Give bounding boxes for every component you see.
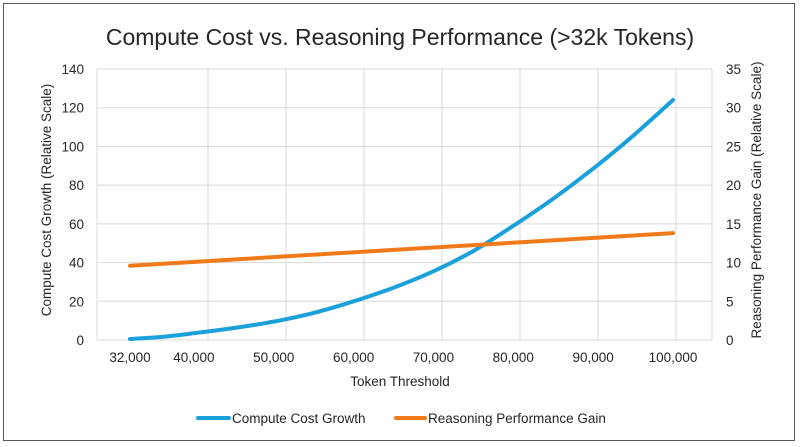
series-line-compute-cost-growth (128, 98, 675, 341)
y-right-tick-label: 30 (726, 101, 741, 116)
x-tick-label: 70,000 (413, 350, 454, 365)
y-left-tick-label: 40 (69, 256, 84, 271)
y-left-tick-label: 0 (76, 333, 84, 348)
legend: Compute Cost Growth Reasoning Performance… (196, 411, 606, 426)
x-tick-label: 60,000 (333, 350, 374, 365)
x-tick-label: 80,000 (493, 350, 534, 365)
x-tick-label: 50,000 (253, 350, 294, 365)
chart-frame (3, 3, 795, 441)
y-left-axis-title: Compute Cost Growth (Relative Scale) (39, 84, 54, 317)
legend-label-compute-cost-growth: Compute Cost Growth (232, 411, 366, 426)
x-tick-label: 90,000 (572, 350, 613, 365)
legend-label-reasoning-performance-gain: Reasoning Performance Gain (428, 411, 606, 426)
y-left-tick-label: 120 (61, 101, 84, 116)
y-right-tick-label: 15 (726, 217, 741, 232)
x-tick-label: 32,000 (109, 350, 150, 365)
grid (96, 68, 713, 341)
y-left-tick-label: 80 (69, 178, 84, 193)
x-tick-label: 40,000 (173, 350, 214, 365)
y-left-tick-label: 100 (61, 139, 84, 154)
y-left-axis-ticks: 0 20 40 60 80 100 120 140 (61, 62, 84, 348)
x-axis-ticks: 32,000 40,000 50,000 60,000 70,000 80,000 90,0… (109, 350, 697, 365)
y-right-axis-ticks: 0 5 10 15 20 25 30 35 (726, 62, 741, 348)
y-left-tick-label: 60 (69, 217, 84, 232)
series-group (128, 98, 675, 341)
y-right-tick-label: 10 (726, 256, 741, 271)
y-right-axis-title: Reasoning Performance Gain (Relative Sca… (749, 62, 764, 339)
series-line-reasoning-performance-gain (128, 231, 675, 268)
y-right-tick-label: 25 (726, 139, 741, 154)
x-axis-title: Token Threshold (350, 374, 450, 389)
y-right-tick-label: 5 (726, 294, 734, 309)
y-right-tick-label: 20 (726, 178, 741, 193)
x-tick-label: 100,000 (649, 350, 698, 365)
y-left-tick-label: 20 (69, 294, 84, 309)
chart-title: Compute Cost vs. Reasoning Performance (… (106, 24, 694, 50)
y-right-tick-label: 35 (726, 62, 741, 77)
y-right-tick-label: 0 (726, 333, 734, 348)
y-left-tick-label: 140 (61, 62, 84, 77)
